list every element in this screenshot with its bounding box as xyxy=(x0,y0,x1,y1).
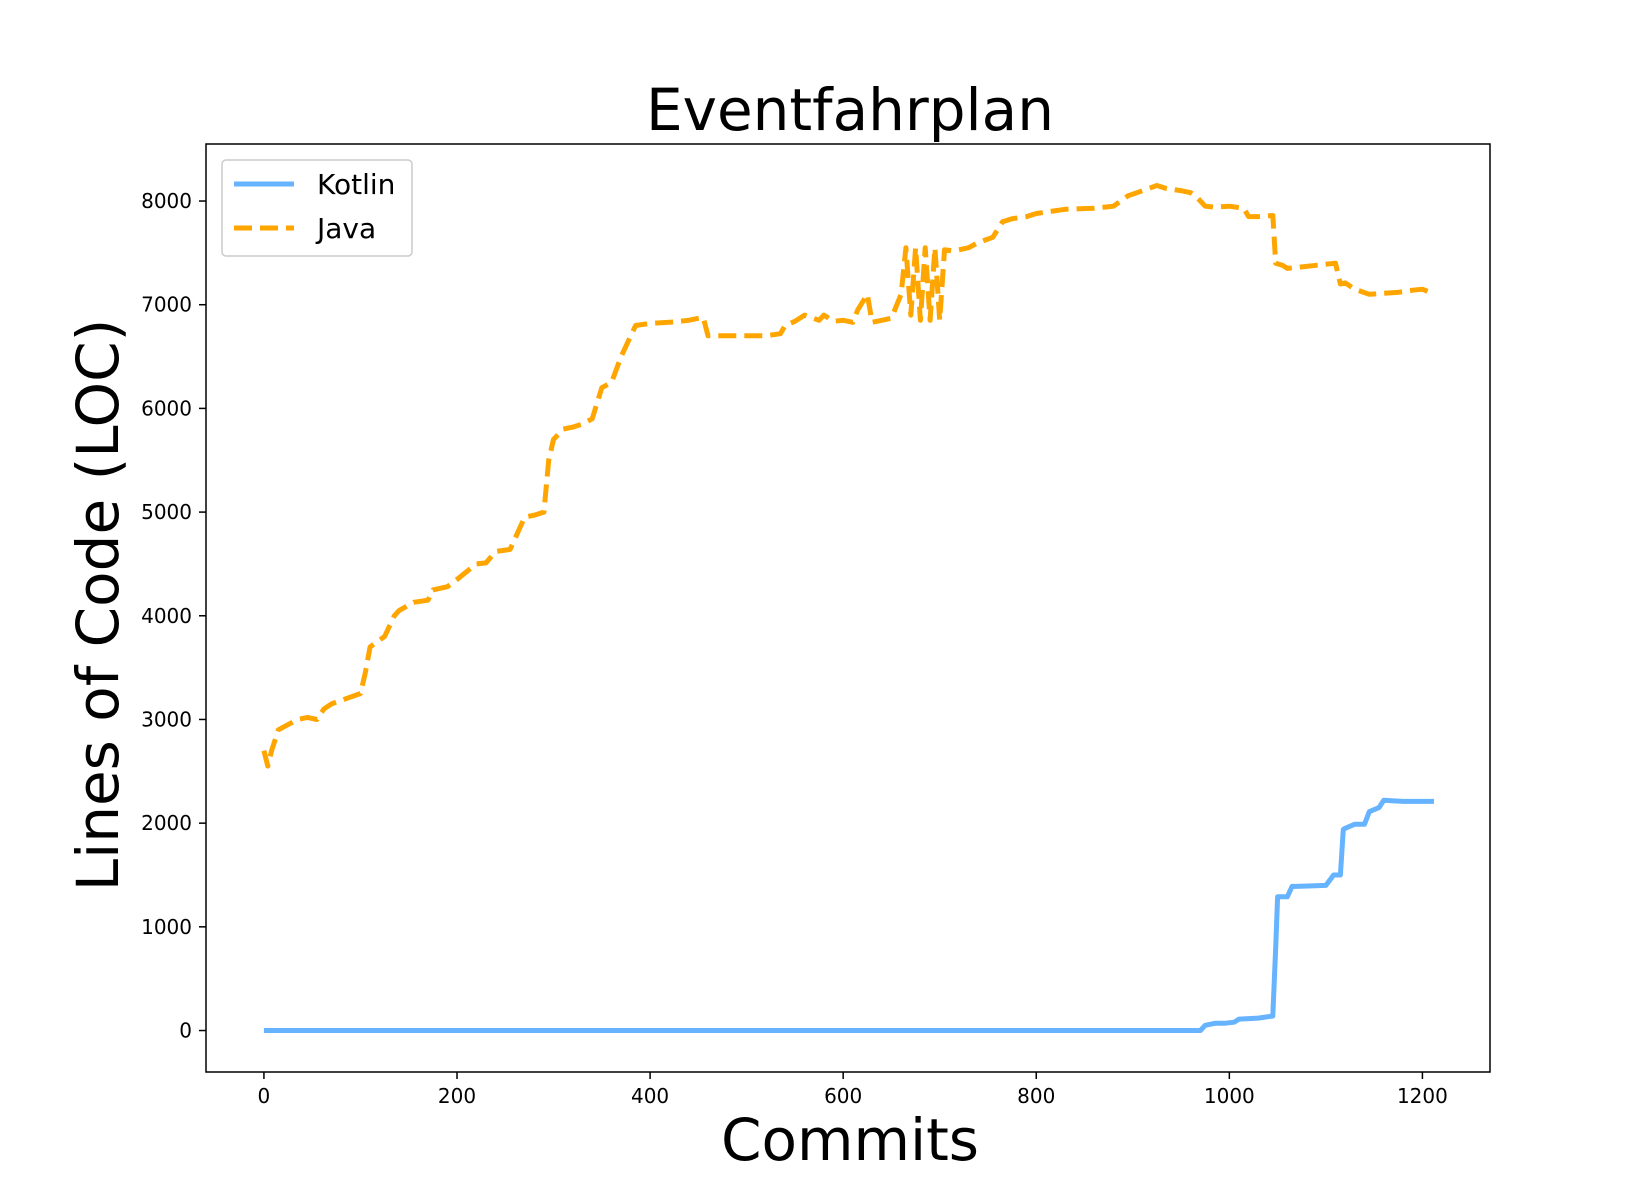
x-axis-ticks: 0 200 400 600 800 1000 1200 xyxy=(258,1072,1448,1108)
x-tick-label: 600 xyxy=(824,1084,862,1108)
x-axis-label: Commits xyxy=(721,1106,979,1174)
x-tick-label: 800 xyxy=(1017,1084,1055,1108)
y-tick-label: 6000 xyxy=(141,396,192,420)
legend-label-java: Java xyxy=(315,212,376,245)
y-tick-label: 4000 xyxy=(141,604,192,628)
y-tick-label: 2000 xyxy=(141,811,192,835)
y-tick-label: 1000 xyxy=(141,915,192,939)
y-tick-label: 5000 xyxy=(141,500,192,524)
x-tick-label: 1200 xyxy=(1397,1084,1448,1108)
legend-label-kotlin: Kotlin xyxy=(317,168,395,201)
x-tick-label: 1000 xyxy=(1204,1084,1255,1108)
axes-frame xyxy=(205,143,1491,1073)
plot-area xyxy=(261,183,1434,1033)
x-tick-label: 200 xyxy=(438,1084,476,1108)
y-tick-label: 7000 xyxy=(141,293,192,317)
y-axis-ticks: 0 1000 2000 3000 4000 5000 6000 7000 8000 xyxy=(141,189,206,1043)
x-tick-label: 0 xyxy=(258,1084,271,1108)
y-tick-label: 8000 xyxy=(141,189,192,213)
chart-title: Eventfahrplan xyxy=(646,76,1054,144)
y-axis-label: Lines of Code (LOC) xyxy=(64,319,132,891)
y-tick-label: 0 xyxy=(179,1019,192,1043)
legend: Kotlin Java xyxy=(221,159,413,257)
series-line-kotlin xyxy=(263,797,1434,1033)
y-tick-label: 3000 xyxy=(141,707,192,731)
x-tick-label: 400 xyxy=(631,1084,669,1108)
series-line-java xyxy=(261,183,1434,769)
